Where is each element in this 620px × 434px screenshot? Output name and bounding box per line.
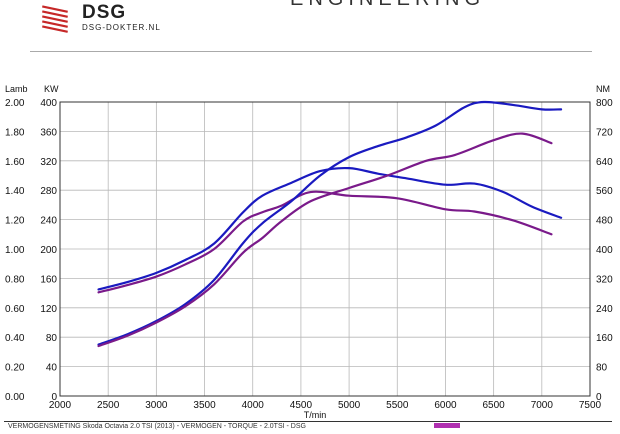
series-line-kw-2	[97, 100, 563, 346]
nm-axis-title: NM	[596, 84, 610, 94]
nm-tick-label: 240	[596, 304, 613, 315]
nm-tick-label: 400	[596, 245, 613, 256]
logo-mark-icon	[42, 5, 68, 33]
x-tick-label: 6000	[434, 400, 457, 411]
x-tick-label: 2500	[97, 400, 120, 411]
nm-tick-label: 160	[596, 333, 613, 344]
kw-tick-label: 0	[51, 392, 57, 403]
nm-tick-label: 720	[596, 127, 613, 138]
kw-tick-label: 360	[40, 127, 57, 138]
lambda-tick-label: 1.20	[5, 216, 25, 227]
lambda-tick-label: 0.20	[5, 363, 25, 374]
x-tick-label: 4500	[290, 400, 313, 411]
logo: DSG DSG-DOKTER.NL	[40, 2, 190, 38]
legend-strip: VERMOGENSMETING Skoda Octavia 2.0 TSI (2…	[4, 421, 612, 434]
x-tick-label: 5000	[338, 400, 361, 411]
kw-tick-label: 160	[40, 274, 57, 285]
lambda-tick-label: 0.60	[5, 304, 25, 315]
logo-subtitle: DSG-DOKTER.NL	[82, 23, 161, 32]
x-tick-label: 3500	[193, 400, 216, 411]
lambda-tick-label: 0.80	[5, 274, 25, 285]
x-tick-label: 5500	[386, 400, 409, 411]
x-tick-label: 6500	[483, 400, 506, 411]
lambda-tick-label: 1.40	[5, 186, 25, 197]
nm-tick-label: 640	[596, 157, 613, 168]
legend-swatch	[434, 423, 460, 428]
x-tick-label: 7500	[579, 400, 602, 411]
lambda-tick-label: 0.00	[5, 392, 25, 403]
kw-tick-label: 200	[40, 245, 57, 256]
series-line-kw-3	[97, 132, 553, 348]
x-tick-label: 7000	[531, 400, 554, 411]
nm-tick-label: 560	[596, 186, 613, 197]
x-axis-title: T/min	[304, 410, 327, 420]
kw-tick-label: 320	[40, 157, 57, 168]
x-tick-label: 2000	[49, 400, 72, 411]
lambda-tick-label: 2.00	[5, 98, 25, 109]
nm-tick-label: 320	[596, 274, 613, 285]
lambda-axis-title: Lamb	[5, 84, 28, 94]
nm-tick-label: 800	[596, 98, 613, 109]
series-line-nm-1	[97, 190, 553, 294]
nm-tick-label: 0	[596, 392, 602, 403]
logo-title: DSG	[82, 2, 127, 23]
kw-tick-label: 400	[40, 98, 57, 109]
lambda-tick-label: 1.80	[5, 127, 25, 138]
kw-tick-label: 280	[40, 186, 57, 197]
nm-tick-label: 80	[596, 363, 608, 374]
lambda-tick-label: 1.00	[5, 245, 25, 256]
kw-tick-label: 240	[40, 216, 57, 227]
kw-tick-label: 120	[40, 304, 57, 315]
x-tick-label: 3000	[145, 400, 168, 411]
kw-tick-label: 40	[46, 363, 58, 374]
kw-axis-title: KW	[44, 84, 59, 94]
dyno-chart: 2000 2500 3000 3500 4000 4500 5000 5500 6000 6500…	[5, 84, 613, 420]
header-divider	[30, 51, 592, 52]
series-line-nm-0	[97, 166, 563, 291]
x-tick-label: 4000	[242, 400, 265, 411]
kw-tick-label: 80	[46, 333, 58, 344]
nm-tick-label: 480	[596, 216, 613, 227]
plot-frame	[59, 101, 591, 397]
lambda-tick-label: 0.40	[5, 333, 25, 344]
lambda-tick-label: 1.60	[5, 157, 25, 168]
brand-right-text: ENGINEERING	[290, 0, 485, 11]
